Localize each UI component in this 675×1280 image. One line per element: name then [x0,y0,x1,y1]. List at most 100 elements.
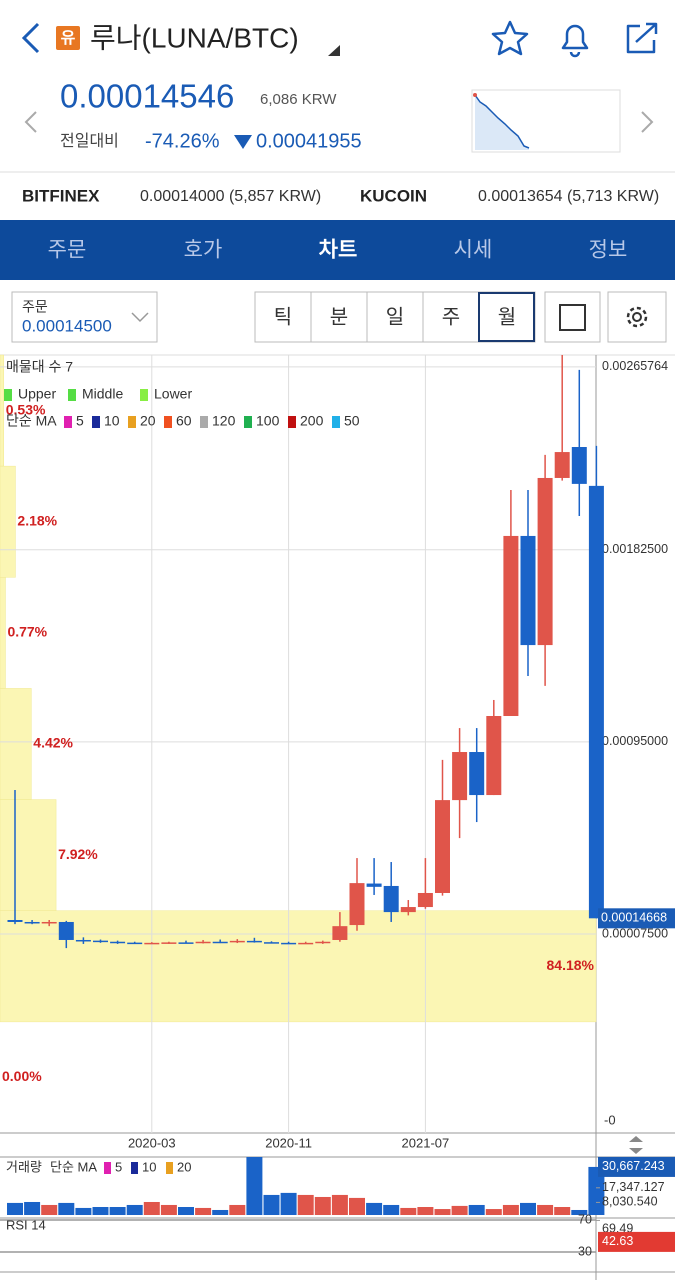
volume-bar [502,1204,519,1215]
period-button[interactable]: 일 [386,305,404,328]
resize-down[interactable] [629,1148,643,1154]
exchange-name: KUCOIN [360,186,427,205]
candle-body [554,452,570,478]
candle-body [93,940,108,943]
profile-label: 0.77% [7,624,47,640]
favorite-button[interactable] [491,20,529,56]
coin-title[interactable]: 루나(LUNA/BTC) [90,22,299,53]
profile-label: 0.53% [6,401,46,417]
candle-body [537,477,553,646]
candle-body [332,926,348,940]
exchange-price: 0.00013654 (5,713 KRW) [478,188,659,205]
alarm-button[interactable] [561,24,589,58]
volume-bar [314,1196,331,1215]
candle-body [144,942,160,945]
y-tick-label: 30,667.243 [602,1159,665,1173]
tab[interactable]: 시세 [454,239,493,262]
candle-body [315,941,331,944]
x-tick-label: 2020-11 [265,1135,312,1150]
legend-label: 10 [104,413,120,429]
volume-bar [349,1197,365,1215]
rsi-value: 42.63 [602,1234,633,1248]
back-button[interactable] [21,22,40,54]
volume-bar [280,1192,297,1215]
volume-bar [485,1209,502,1215]
legend-label: 60 [176,413,192,429]
volume-bar [246,1157,263,1215]
legend-swatch [166,1162,173,1174]
price-krw: 6,086 KRW [260,91,337,108]
candle-body [281,942,297,945]
next-button[interactable] [641,111,654,133]
legend-label: 200 [300,413,324,429]
volume-bar [263,1194,280,1215]
volume-bar [434,1209,451,1215]
tab[interactable]: 주문 [48,239,87,262]
candle-body [520,535,536,646]
profile-bar [0,354,5,467]
candle-body [503,535,519,717]
select-chevron [131,312,149,323]
down-arrow [234,135,252,149]
legend-swatch [200,416,208,428]
last-price-tag [598,908,675,929]
volume-bar [571,1209,588,1215]
volume-bar [178,1207,194,1215]
legend-label: Middle [82,386,123,402]
bottom-label: -0 [604,1112,616,1127]
y-tick-label: 0.00182500 [602,542,668,556]
order-select[interactable] [11,291,158,343]
candle-body [178,942,194,944]
sparkline-start [473,93,477,97]
tab[interactable]: 정보 [589,239,628,262]
order-label: 주문 [22,299,48,315]
volume-bar [126,1204,143,1215]
candle-body [452,752,468,801]
exchange-name: BITFINEX [22,186,100,205]
volume-tag [598,1156,675,1177]
change-amount: 0.00041955 [256,130,362,152]
legend-label: 20 [177,1159,191,1174]
candle-body [195,941,211,944]
settings-button[interactable] [607,291,667,343]
period-active [478,292,535,342]
share-button[interactable] [626,22,658,54]
profile-label: 7.92% [58,846,98,862]
exchange-price: 0.00014000 (5,857 KRW) [140,188,321,205]
candle-body [349,883,365,926]
period-button[interactable]: 주 [442,306,460,328]
candle-body [298,942,314,945]
legend-label: 5 [76,413,84,429]
candle-body [7,919,23,922]
badge [56,26,80,50]
volume-ma-label: 단순 MA [50,1159,97,1174]
layout-button[interactable] [544,291,601,343]
period-button[interactable]: 월 [498,305,516,328]
candle-body [58,921,74,940]
profile-bar [0,799,57,911]
profile-label: 2.18% [17,512,57,528]
change-pct: -74.26% [145,130,220,152]
period-button[interactable]: 분 [330,306,348,328]
volume-bar [212,1209,229,1215]
legend-swatch [332,416,340,428]
dropdown-icon[interactable] [328,45,340,56]
tab-active[interactable]: 차트 [319,239,358,262]
legend-swatch [4,389,12,401]
legend-label: 120 [212,413,236,429]
y-tick-label: 0.00007500 [602,926,668,940]
resize-up[interactable] [629,1136,643,1142]
gear-center [632,312,642,322]
prev-button[interactable] [24,111,37,133]
profile-bar [0,465,16,578]
legend-swatch [244,416,252,428]
volume-bar [92,1207,109,1215]
tab[interactable]: 호가 [184,239,223,262]
volume-bar [588,1166,605,1215]
volume-bar [58,1202,75,1215]
volume-bar [417,1207,434,1215]
profile-bar [0,910,597,1023]
volume-bar [366,1202,383,1215]
period-button[interactable]: 틱 [274,305,292,328]
